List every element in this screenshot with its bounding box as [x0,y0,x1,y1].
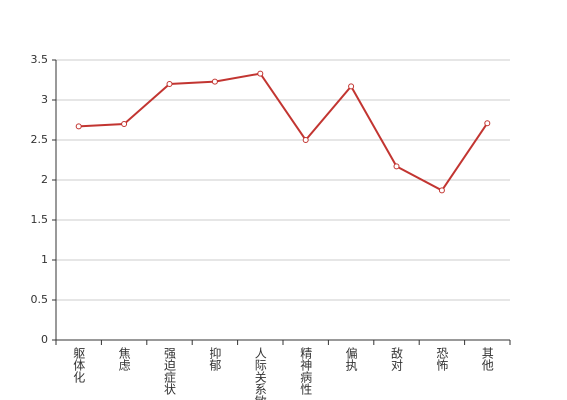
point [75,123,82,130]
x-tick-label: 其他 [480,347,494,371]
x-tick-label: 躯体化 [72,346,86,384]
point [257,70,264,77]
point [438,187,445,194]
x-tick-label: 偏执 [344,346,358,372]
point [484,120,491,127]
y-tick-label: 2 [41,173,48,186]
x-tick-label: 精神病性 [299,347,313,396]
x-tick-label: 恐怖 [435,347,449,371]
y-tick-label: 0 [41,333,48,346]
point [211,78,218,85]
x-tick-label: 人际关系敏感 [253,347,267,400]
x-tick-label: 敌对 [390,346,404,371]
x-tick-label: 抑郁 [208,346,222,372]
y-tick-label: 3 [41,93,48,106]
point [348,83,355,90]
x-tick-label: 强迫症状 [163,347,177,395]
line [78,72,489,192]
y-tick-label: 2.5 [31,133,49,146]
point [393,163,400,170]
y-tick-label: 3.5 [31,53,49,66]
point [302,137,309,143]
point [166,81,173,87]
y-tick-label: 1 [41,253,48,266]
point [121,121,128,127]
y-tick-label: 1.5 [31,213,49,226]
y-tick-label: 0.5 [31,293,49,306]
x-tick-label: 焦虑 [117,347,131,371]
